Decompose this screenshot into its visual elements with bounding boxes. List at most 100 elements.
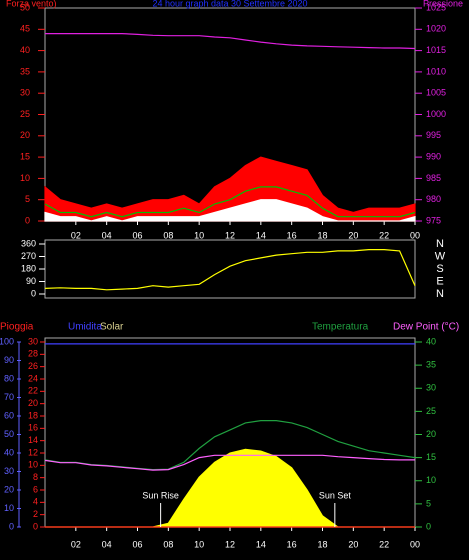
- x-tick-label: 04: [102, 539, 112, 549]
- y-tick-label: 270: [21, 251, 36, 261]
- y-tick-label: 990: [426, 151, 441, 161]
- y-tick-label: 0: [426, 521, 431, 531]
- line: [44, 249, 416, 291]
- line: [45, 33, 416, 50]
- y-tick-label: 4: [33, 497, 38, 507]
- chart-title: 24 hour graph data 30 Settembre 2020: [152, 0, 307, 8]
- x-tick-label: 16: [287, 230, 297, 240]
- y-tick-label: 30: [426, 383, 436, 393]
- x-tick-label: 14: [256, 230, 266, 240]
- y-tick-label: 6: [33, 484, 38, 494]
- y-tick-label: 45: [20, 24, 30, 34]
- y-tick-label: 10: [20, 173, 30, 183]
- compass-label: W: [435, 250, 446, 262]
- compass-label: S: [436, 263, 443, 275]
- y-tick-label: 1020: [426, 24, 446, 34]
- y-tick-label: 5: [25, 194, 30, 204]
- y-tick-label: 1015: [426, 45, 446, 55]
- y-tick-label: 0: [31, 288, 36, 298]
- annotation: Sun Rise: [142, 490, 179, 500]
- y-tick-label: 10: [4, 503, 14, 513]
- x-tick-label: 14: [256, 539, 266, 549]
- y-tick-label: 40: [4, 447, 14, 457]
- x-tick-label: 20: [348, 539, 358, 549]
- area: [44, 199, 416, 222]
- y-tick-label: 360: [21, 238, 36, 248]
- y-tick-label: 70: [4, 392, 14, 402]
- x-tick-label: 00: [410, 539, 420, 549]
- y-tick-label: 20: [4, 484, 14, 494]
- y-tick-label: 0: [33, 521, 38, 531]
- y-tick-label: 50: [4, 429, 14, 439]
- x-tick-label: 10: [194, 230, 204, 240]
- x-tick-label: 20: [348, 230, 358, 240]
- x-tick-label: 12: [225, 230, 235, 240]
- y-tick-label: 12: [28, 447, 38, 457]
- y-tick-label: 14: [28, 435, 38, 445]
- y-tick-label: 24: [28, 373, 38, 383]
- y-tick-label: 985: [426, 173, 441, 183]
- y-tick-label: 20: [20, 130, 30, 140]
- axis-label: Pressione: [423, 0, 463, 8]
- y-tick-label: 28: [28, 349, 38, 359]
- y-tick-label: 60: [4, 410, 14, 420]
- y-tick-label: 5: [426, 498, 431, 508]
- y-tick-label: 25: [426, 406, 436, 416]
- y-tick-label: 40: [426, 336, 436, 346]
- x-tick-label: 22: [379, 230, 389, 240]
- y-tick-label: 35: [20, 66, 30, 76]
- annotation: Sun Set: [319, 490, 352, 500]
- line: [44, 186, 416, 218]
- y-tick-label: 980: [426, 194, 441, 204]
- x-tick-label: 12: [225, 539, 235, 549]
- x-tick-label: 18: [317, 539, 327, 549]
- y-tick-label: 20: [426, 429, 436, 439]
- y-tick-label: 18: [28, 410, 38, 420]
- y-tick-label: 1005: [426, 88, 446, 98]
- y-tick-label: 10: [426, 475, 436, 485]
- y-tick-label: 90: [26, 276, 36, 286]
- compass-label: N: [436, 238, 444, 250]
- y-tick-label: 22: [28, 386, 38, 396]
- x-tick-label: 08: [163, 230, 173, 240]
- legend-label: Temperatura: [312, 322, 369, 333]
- y-tick-label: 2: [33, 509, 38, 519]
- y-tick-label: 1025: [426, 2, 446, 12]
- y-tick-label: 50: [20, 2, 30, 12]
- x-tick-label: 16: [287, 539, 297, 549]
- compass-label: E: [436, 275, 443, 287]
- x-tick-label: 10: [194, 539, 204, 549]
- x-tick-label: 18: [317, 230, 327, 240]
- x-tick-label: 06: [132, 539, 142, 549]
- x-tick-label: 06: [132, 230, 142, 240]
- y-tick-label: 20: [28, 398, 38, 408]
- y-tick-label: 35: [426, 360, 436, 370]
- y-tick-label: 30: [20, 88, 30, 98]
- x-tick-label: 22: [379, 539, 389, 549]
- y-tick-label: 15: [426, 452, 436, 462]
- legend-label: Dew Point (°C): [393, 322, 459, 333]
- y-tick-label: 30: [28, 336, 38, 346]
- y-tick-label: 16: [28, 423, 38, 433]
- x-tick-label: 08: [163, 539, 173, 549]
- x-tick-label: 00: [410, 230, 420, 240]
- x-tick-label: 02: [71, 539, 81, 549]
- y-tick-label: 1000: [426, 109, 446, 119]
- y-tick-label: 40: [20, 45, 30, 55]
- legend-label: Pioggia: [0, 322, 34, 333]
- y-tick-label: 30: [4, 466, 14, 476]
- y-tick-label: 995: [426, 130, 441, 140]
- y-tick-label: 100: [0, 336, 14, 346]
- area: [44, 156, 416, 222]
- x-tick-label: 04: [102, 230, 112, 240]
- y-tick-label: 80: [4, 373, 14, 383]
- x-tick-label: 02: [71, 230, 81, 240]
- legend-label: Solar: [100, 322, 124, 333]
- compass-label: N: [436, 288, 444, 300]
- y-tick-label: 0: [9, 521, 14, 531]
- y-tick-label: 8: [33, 472, 38, 482]
- y-tick-label: 90: [4, 355, 14, 365]
- legend-label: Umidita: [68, 322, 102, 333]
